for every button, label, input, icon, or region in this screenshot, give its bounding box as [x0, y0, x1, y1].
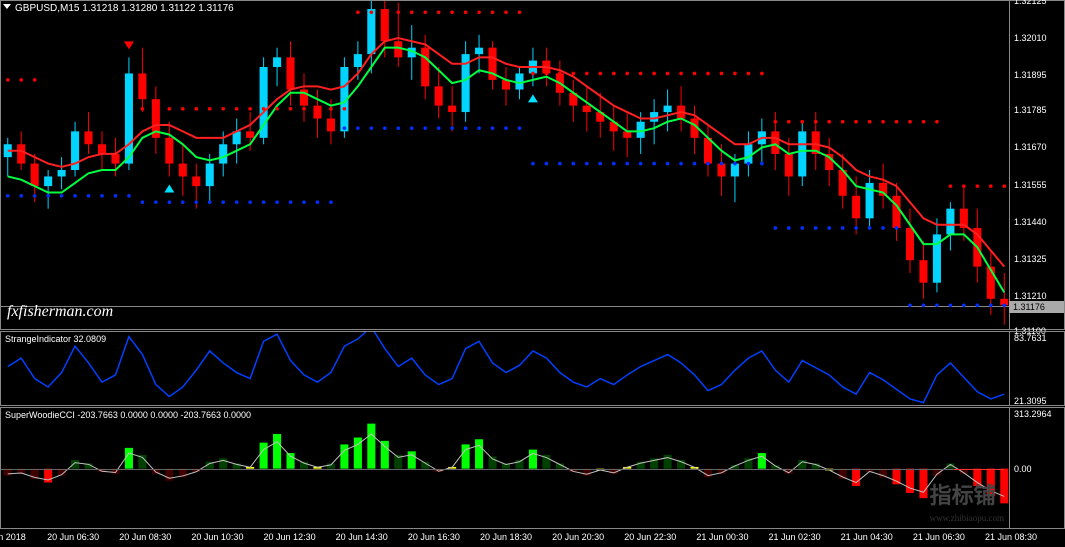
sub2-svg [1, 408, 1011, 512]
main-svg [1, 1, 1011, 331]
indicator-panel-2[interactable]: SuperWoodieCCI -203.7663 0.0000 0.0000 -… [0, 407, 1065, 529]
sub2-chart-area[interactable] [1, 408, 1009, 528]
chart-header: GBPUSD,M15 1.31218 1.31280 1.31122 1.311… [15, 3, 234, 14]
main-price-panel[interactable]: GBPUSD,M15 1.31218 1.31280 1.31122 1.311… [0, 0, 1065, 330]
sub1-axis: 83.763121.3095 [1009, 332, 1064, 405]
main-chart-area[interactable] [1, 1, 1009, 329]
sub1-svg [1, 332, 1011, 407]
sub2-axis: 313.29640.00 [1009, 408, 1064, 528]
zero-line [1, 469, 954, 470]
watermark-text: fxfisherman.com [7, 303, 113, 321]
sub1-chart-area[interactable] [1, 332, 1009, 405]
watermark2: 指标铺 www.zhibiaopu.com [930, 478, 1004, 526]
trading-chart-window: GBPUSD,M15 1.31218 1.31280 1.31122 1.311… [0, 0, 1065, 547]
indicator1-label: StrangeIndicator 32.0809 [5, 334, 106, 344]
price-axis: 1.321251.320101.318951.317851.316701.315… [1009, 1, 1064, 329]
indicator-panel-1[interactable]: StrangeIndicator 32.0809 83.763121.3095 [0, 331, 1065, 406]
indicator2-label: SuperWoodieCCI -203.7663 0.0000 0.0000 -… [5, 410, 251, 420]
current-price-tag: 1.31176 [1009, 301, 1064, 313]
